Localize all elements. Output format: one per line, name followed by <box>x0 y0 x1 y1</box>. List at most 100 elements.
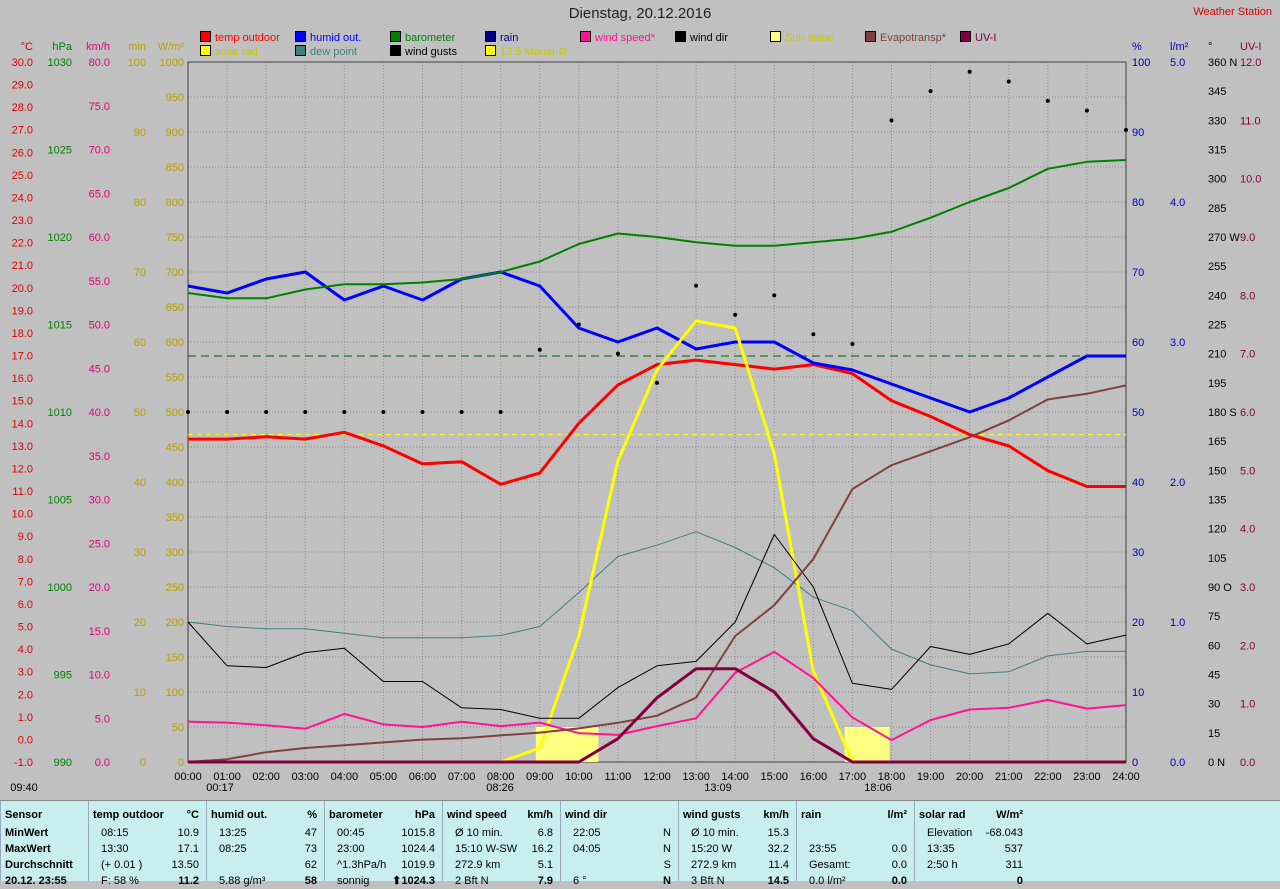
y-tick-dir: 300 <box>1208 174 1226 186</box>
stats-header-label: solar rad <box>919 809 966 821</box>
stats-header: solar rad W/m² <box>915 807 1027 823</box>
y-tick-uv: 10.0 <box>1240 174 1261 186</box>
wind-dir-point <box>303 410 308 414</box>
stats-cell-time: (+ 0.01 ) <box>101 859 143 871</box>
y-tick-temp: 4.0 <box>18 644 33 656</box>
y-tick-rain: 2.0 <box>1170 477 1185 489</box>
series-uv-i <box>188 667 1126 764</box>
x-tick-label: 05:00 <box>370 771 398 783</box>
stats-header-unit: W/m² <box>996 809 1023 821</box>
legend-swatch <box>485 45 496 56</box>
stats-cell-time: 13:35 <box>927 843 955 855</box>
legend-label: dew point <box>310 46 358 58</box>
y-tick-temp: 30.0 <box>12 57 33 69</box>
stats-row: S <box>561 857 675 873</box>
y-tick-rain: 3.0 <box>1170 337 1185 349</box>
y-tick-baro: 1025 <box>48 145 72 157</box>
x-tick-label: 14:00 <box>721 771 749 783</box>
y-tick-dir: 360 N <box>1208 57 1237 69</box>
wind-dir-point <box>459 410 464 414</box>
y-tick-solar: 550 <box>166 372 184 384</box>
legend-label: Sun shine <box>785 32 834 44</box>
stats-row: 15:10 W-SW 16.2 <box>443 841 557 857</box>
y-tick-wind: 55.0 <box>89 276 110 288</box>
stats-cell-value: 0 <box>1016 875 1023 887</box>
stats-header-label: humid out. <box>211 809 268 821</box>
legend-swatch <box>200 45 211 56</box>
legend-label: wind speed* <box>595 32 655 44</box>
y-tick-baro: 990 <box>54 757 72 769</box>
wind-dir-point <box>498 410 503 414</box>
y-tick-temp: 8.0 <box>18 554 33 566</box>
y-tick-solar: 950 <box>166 92 184 104</box>
wind-dir-point <box>967 69 972 74</box>
stats-cell-value: 0.0 <box>891 843 907 855</box>
stats-row: 23:55 0.0 <box>797 841 911 857</box>
wind-dir-points <box>186 69 1128 414</box>
stats-row: F: 58 % 11.2 <box>89 873 203 889</box>
x-tick-label: 19:00 <box>917 771 945 783</box>
y-tick-temp: 27.0 <box>12 125 33 137</box>
legend-item: solar rad <box>200 45 258 58</box>
wind-dir-point <box>928 89 933 94</box>
axis-unit-uv: UV-I <box>1240 41 1261 53</box>
x-tick-label: 02:00 <box>252 771 280 783</box>
axis-unit-solar: W/m² <box>158 41 185 53</box>
y-tick-dir: 315 <box>1208 145 1226 157</box>
series-wind-speed <box>187 650 1127 742</box>
stats-row: 20.12. 23:55 <box>1 873 85 889</box>
y-tick-min: 10 <box>134 687 146 699</box>
series-temp-outdoor <box>188 358 1126 488</box>
y-tick-temp: 0.0 <box>18 734 33 746</box>
y-tick-wind: 0.0 <box>95 757 110 769</box>
stats-column: wind speed km/h Ø 10 min. 6.8 15:10 W-SW 16.2… <box>442 801 561 887</box>
stats-row: ^1.3hPa/h 1019.9 <box>325 857 439 873</box>
y-tick-temp: 25.0 <box>12 170 33 182</box>
y-tick-solar: 450 <box>166 442 184 454</box>
stats-row: 0.0 l/m² 0.0 <box>797 873 911 889</box>
y-tick-uv: 0.0 <box>1240 757 1255 769</box>
stats-row: 0 <box>915 873 1027 889</box>
y-tick-dir: 270 W <box>1208 232 1240 244</box>
stats-column: barometer hPa 00:45 1015.8 23:00 1024.4 ^1.3hP… <box>324 801 443 887</box>
stats-column: wind dir 22:05 N 04:05 N S 6 ° N <box>560 801 679 887</box>
y-tick-dir: 60 <box>1208 640 1220 652</box>
stats-cell-value: 1024.4 <box>401 843 435 855</box>
y-tick-min: 80 <box>134 197 146 209</box>
stats-row: Ø 10 min. 6.8 <box>443 825 557 841</box>
weather-chart: 00:00 01:00 02:00 03:00 04:00 05:00 06:00 07:00… <box>10 41 1261 794</box>
y-tick-humid: 90 <box>1132 127 1144 139</box>
y-tick-min: 0 <box>140 757 146 769</box>
y-tick-temp: 21.0 <box>12 260 33 272</box>
y-tick-temp: 11.0 <box>12 486 33 498</box>
y-tick-uv: 7.0 <box>1240 349 1255 361</box>
legend-swatch <box>485 31 496 42</box>
stats-row: 08:15 10.9 <box>89 825 203 841</box>
stats-cell-time: 08:25 <box>219 843 247 855</box>
y-tick-temp: 19.0 <box>12 305 33 317</box>
y-tick-temp: 18.0 <box>12 328 33 340</box>
y-tick-solar: 850 <box>166 162 184 174</box>
y-tick-temp: 15.0 <box>12 396 33 408</box>
stats-cell-value: ⬆1024.3 <box>392 875 435 887</box>
y-tick-min: 60 <box>134 337 146 349</box>
stats-header-label: wind speed <box>447 809 507 821</box>
stats-cell-time: F: 58 % <box>101 875 139 887</box>
y-tick-temp: 26.0 <box>12 147 33 159</box>
legend-swatch <box>960 31 971 42</box>
series-barometer <box>187 159 1127 300</box>
y-tick-temp: 20.0 <box>12 283 33 295</box>
stats-row: 5.88 g/m³ 58 <box>207 873 321 889</box>
wind-dir-point <box>811 332 816 337</box>
stats-cell-time: 04:05 <box>573 843 601 855</box>
stats-column: Sensor MinWert MaxWert Durchschnitt 20.12. 2… <box>0 801 89 887</box>
stats-row: 272.9 km 11.4 <box>679 857 793 873</box>
y-tick-temp: 9.0 <box>18 531 33 543</box>
legend-label: Evapotransp* <box>880 32 947 44</box>
y-tick-wind: 10.0 <box>89 670 110 682</box>
start-time-label: 09:40 <box>10 782 38 794</box>
x-tick-label: 21:00 <box>995 771 1023 783</box>
y-tick-min: 40 <box>134 477 146 489</box>
legend-item: Sun shine <box>770 31 834 44</box>
stats-label: MaxWert <box>5 843 51 855</box>
